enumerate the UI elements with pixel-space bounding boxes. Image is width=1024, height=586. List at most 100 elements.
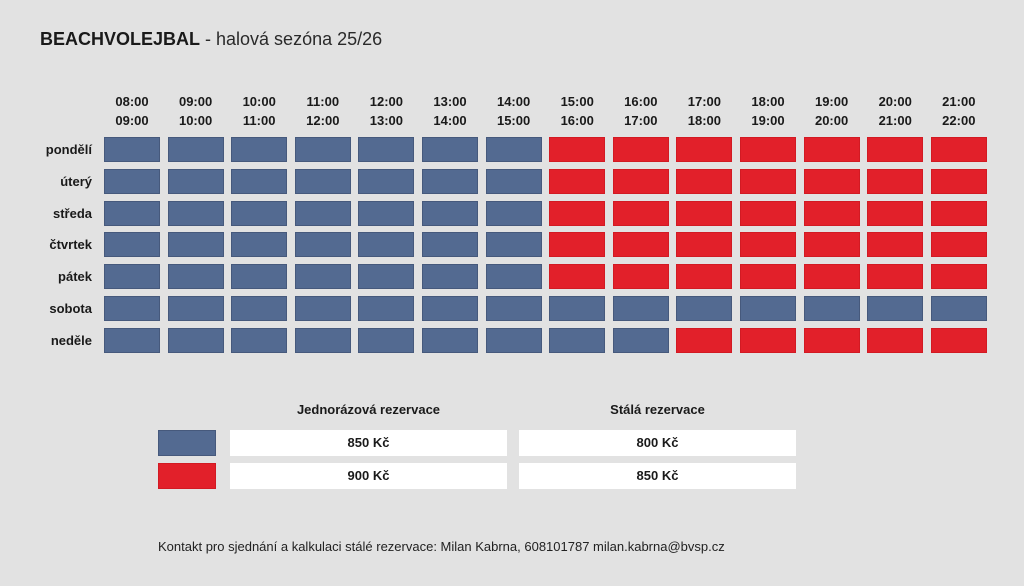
slot-cell-red <box>867 232 924 258</box>
slot-cell-blue <box>358 168 415 194</box>
slot-cell-red <box>803 137 860 162</box>
slot-cell-blue <box>358 200 415 226</box>
slot-cell-blue <box>167 232 224 258</box>
hour-header: 17:00 18:00 <box>672 92 736 130</box>
slot-cell-blue <box>231 168 288 194</box>
legend-single-header: Jednorázová rezervace <box>296 402 441 417</box>
price-single-blue: 850 Kč <box>230 430 507 456</box>
hour-to: 16:00 <box>560 113 594 128</box>
slot-cell-red <box>676 232 733 258</box>
slot-cell-blue <box>104 232 160 258</box>
hour-to: 11:00 <box>242 113 276 128</box>
slot-cell-red <box>676 168 733 194</box>
hour-to: 22:00 <box>942 113 976 128</box>
slot-cell-red <box>676 200 733 226</box>
slot-cell-red <box>676 327 733 353</box>
slot-cell-blue <box>612 327 669 353</box>
slot-cell-red <box>612 264 669 290</box>
hour-header: 18:00 19:00 <box>736 92 800 130</box>
day-label: čtvrtek <box>49 237 92 253</box>
slot-cell-red <box>676 264 733 290</box>
slot-cell-red <box>740 137 796 162</box>
hour-from: 19:00 <box>814 94 849 109</box>
slot-cell-red <box>803 168 860 194</box>
slot-cell-blue <box>167 296 224 321</box>
slot-cell-blue <box>294 327 351 353</box>
slot-cell-blue <box>740 296 796 321</box>
hour-to: 20:00 <box>814 113 849 128</box>
day-label: pátek <box>58 269 92 285</box>
slot-cell-blue <box>485 200 542 226</box>
hour-to: 14:00 <box>433 113 467 128</box>
price-permanent-blue: 800 Kč <box>519 430 796 456</box>
day-label: pondělí <box>45 142 92 157</box>
hour-header: 08:00 09:00 <box>100 92 164 130</box>
slot-cell-red <box>803 200 860 226</box>
slot-cell-blue <box>485 232 542 258</box>
page-title: BEACHVOLEJBAL - halová sezóna 25/26 <box>40 29 382 50</box>
slot-cell-red <box>867 264 924 290</box>
slot-cell-blue <box>485 296 542 321</box>
slot-cell-blue <box>422 264 478 290</box>
slot-cell-red <box>549 232 606 258</box>
slot-cell-blue <box>231 200 288 226</box>
slot-cell-blue <box>294 137 351 162</box>
slot-cell-red <box>867 327 924 353</box>
slot-cell-blue <box>104 327 160 353</box>
price-permanent-red: 850 Kč <box>519 463 796 489</box>
slot-cell-blue <box>422 168 478 194</box>
slot-cell-blue <box>358 232 415 258</box>
slot-cell-red <box>612 200 669 226</box>
hour-header: 10:00 11:00 <box>227 92 291 130</box>
slot-cell-red <box>930 137 987 162</box>
legend-permanent-header: Stálá rezervace <box>610 402 705 417</box>
hour-to: 10:00 <box>178 113 213 128</box>
slot-cell-blue <box>294 264 351 290</box>
slot-cell-red <box>803 232 860 258</box>
slot-cell-red <box>930 264 987 290</box>
slot-cell-red <box>803 264 860 290</box>
slot-cell-blue <box>231 137 288 162</box>
slot-cell-blue <box>104 296 160 321</box>
slot-cell-blue <box>549 327 606 353</box>
hour-header: 21:00 22:00 <box>927 92 991 130</box>
slot-cell-red <box>740 168 796 194</box>
hour-from: 20:00 <box>878 94 912 109</box>
slot-cell-red <box>930 168 987 194</box>
slot-cell-blue <box>422 200 478 226</box>
slot-cell-red <box>803 327 860 353</box>
hour-header: 20:00 21:00 <box>863 92 927 130</box>
hour-to: 17:00 <box>624 113 658 128</box>
day-label: neděle <box>50 332 92 348</box>
slot-cell-red <box>549 137 606 162</box>
day-label: středa <box>52 205 92 221</box>
slot-cell-blue <box>167 327 224 353</box>
slot-cell-blue <box>231 232 288 258</box>
slot-cell-blue <box>549 296 606 321</box>
slot-cell-blue <box>803 296 860 321</box>
slot-cell-blue <box>294 296 351 321</box>
title-bold: BEACHVOLEJBAL <box>40 29 201 49</box>
slot-cell-blue <box>422 137 478 162</box>
slot-cell-red <box>930 232 987 258</box>
slot-cell-blue <box>485 327 542 353</box>
slot-cell-blue <box>104 168 160 194</box>
hour-from: 10:00 <box>242 94 276 109</box>
slot-cell-red <box>549 264 606 290</box>
hour-from: 21:00 <box>942 94 976 109</box>
slot-cell-blue <box>867 296 924 321</box>
contact-info: Kontakt pro sjednání a kalkulaci stálé r… <box>158 539 725 554</box>
slot-cell-red <box>867 168 924 194</box>
slot-cell-blue <box>422 232 478 258</box>
hours-header: 08:00 09:00 09:00 10:00 10:00 11:00 11:00 12:00… <box>0 92 1024 132</box>
slot-cell-blue <box>485 168 542 194</box>
slot-cell-red <box>612 168 669 194</box>
hour-from: 12:00 <box>369 94 404 109</box>
hour-from: 11:00 <box>306 94 340 109</box>
hour-from: 08:00 <box>115 94 149 109</box>
title-subtitle: - halová sezóna 25/26 <box>200 29 383 49</box>
hour-from: 09:00 <box>178 94 213 109</box>
slot-cell-blue <box>167 264 224 290</box>
slot-cell-red <box>740 264 796 290</box>
hour-header: 15:00 16:00 <box>545 92 609 130</box>
